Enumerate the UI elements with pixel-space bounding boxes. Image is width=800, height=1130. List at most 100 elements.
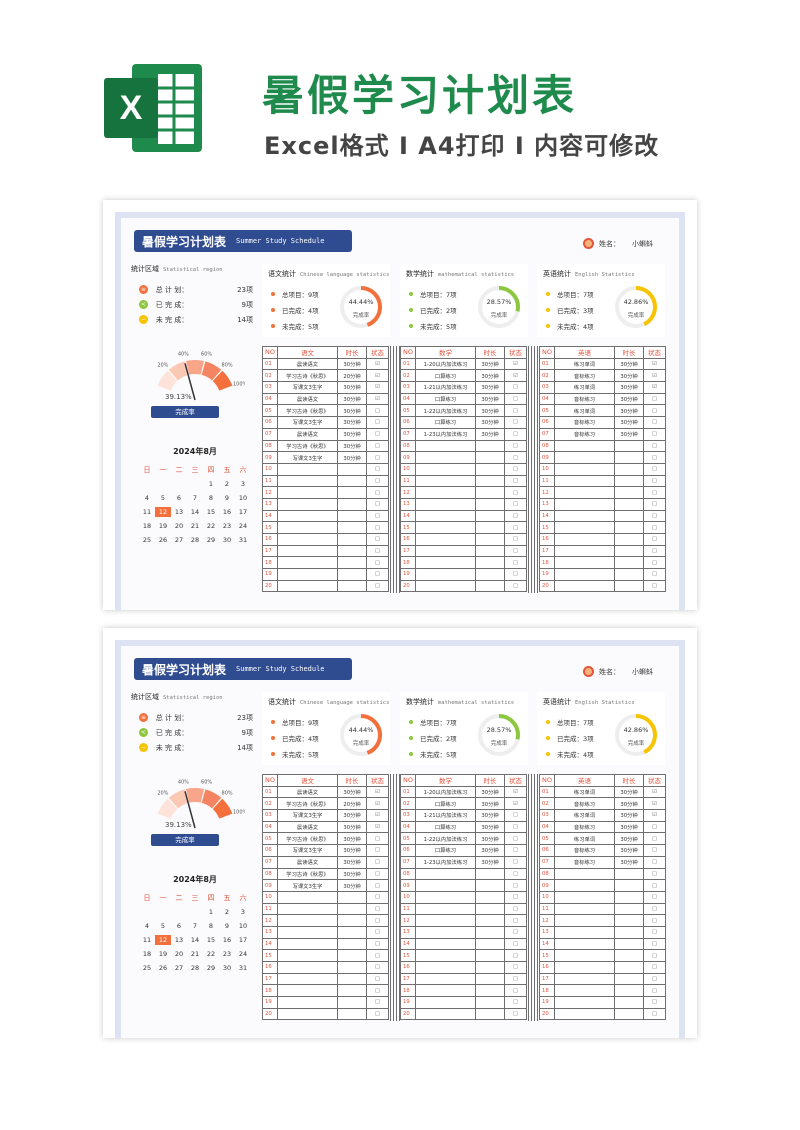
status-checkbox[interactable]: □ <box>504 427 527 441</box>
calendar-day[interactable]: 14 <box>190 936 200 944</box>
task-name[interactable] <box>554 972 615 986</box>
task-duration[interactable]: 30分钟 <box>614 404 644 418</box>
status-checkbox[interactable]: ☑ <box>366 809 389 822</box>
task-name[interactable] <box>554 521 615 534</box>
task-duration[interactable] <box>614 996 644 1009</box>
task-duration[interactable] <box>614 579 644 593</box>
status-checkbox[interactable]: □ <box>643 961 666 974</box>
task-duration[interactable] <box>475 867 505 881</box>
task-name[interactable] <box>277 544 338 558</box>
task-name[interactable] <box>277 497 338 511</box>
calendar-day[interactable]: 19 <box>158 950 168 958</box>
status-checkbox[interactable]: □ <box>504 890 527 904</box>
task-name[interactable]: 1-21以内加法练习 <box>415 809 476 822</box>
task-duration[interactable]: 30分钟 <box>337 867 367 881</box>
task-name[interactable]: 音标练习 <box>554 427 615 441</box>
calendar-day[interactable]: 16 <box>222 936 232 944</box>
calendar-day[interactable]: 3 <box>240 908 246 916</box>
status-checkbox[interactable]: □ <box>504 451 527 464</box>
task-duration[interactable] <box>337 579 367 593</box>
status-checkbox[interactable]: □ <box>504 949 527 962</box>
task-name[interactable] <box>415 579 476 593</box>
task-name[interactable]: 写课文3生字 <box>277 809 338 822</box>
status-checkbox[interactable]: □ <box>643 832 666 846</box>
status-checkbox[interactable]: ☑ <box>366 357 389 371</box>
task-name[interactable] <box>554 1007 615 1021</box>
status-checkbox[interactable]: □ <box>504 486 527 499</box>
task-duration[interactable] <box>337 568 367 581</box>
status-checkbox[interactable]: □ <box>504 832 527 846</box>
task-name[interactable] <box>415 568 476 581</box>
calendar-day[interactable]: 12 <box>155 935 171 945</box>
task-name[interactable] <box>554 568 615 581</box>
calendar-day[interactable]: 24 <box>238 522 248 530</box>
task-duration[interactable] <box>337 556 367 570</box>
status-checkbox[interactable]: ☑ <box>366 820 389 834</box>
status-checkbox[interactable]: □ <box>366 832 389 846</box>
task-name[interactable]: 学习古诗《秋思》 <box>277 439 338 453</box>
calendar-day[interactable]: 9 <box>224 494 230 502</box>
status-checkbox[interactable]: □ <box>643 462 666 476</box>
status-checkbox[interactable]: □ <box>366 427 389 441</box>
task-duration[interactable] <box>475 486 505 499</box>
task-duration[interactable] <box>337 961 367 974</box>
task-name[interactable]: 口算练习 <box>415 797 476 811</box>
task-duration[interactable] <box>614 521 644 534</box>
status-checkbox[interactable]: □ <box>643 568 666 581</box>
task-duration[interactable] <box>337 984 367 998</box>
task-name[interactable]: 写课文3生字 <box>277 381 338 394</box>
status-checkbox[interactable]: □ <box>366 961 389 974</box>
task-duration[interactable] <box>475 961 505 974</box>
task-name[interactable] <box>415 867 476 881</box>
calendar-day[interactable]: 2 <box>224 908 230 916</box>
status-checkbox[interactable]: □ <box>504 533 527 546</box>
task-name[interactable]: 晨读语文 <box>277 357 338 371</box>
status-checkbox[interactable]: □ <box>366 855 389 869</box>
task-duration[interactable] <box>475 474 505 488</box>
status-checkbox[interactable]: □ <box>643 984 666 998</box>
task-duration[interactable] <box>337 1007 367 1021</box>
status-checkbox[interactable]: □ <box>366 474 389 488</box>
calendar-day[interactable]: 31 <box>238 964 248 972</box>
task-duration[interactable]: 30分钟 <box>337 404 367 418</box>
task-duration[interactable]: 30分钟 <box>614 797 644 811</box>
task-duration[interactable] <box>614 533 644 546</box>
status-checkbox[interactable]: □ <box>366 914 389 927</box>
status-checkbox[interactable]: □ <box>643 820 666 834</box>
task-duration[interactable]: 30分钟 <box>337 381 367 394</box>
task-duration[interactable]: 30分钟 <box>475 369 505 383</box>
status-checkbox[interactable]: □ <box>643 902 666 916</box>
task-duration[interactable]: 30分钟 <box>337 844 367 857</box>
user-name[interactable]: 小蝌蚪 <box>632 239 653 248</box>
task-duration[interactable]: 30分钟 <box>475 357 505 371</box>
task-duration[interactable] <box>614 984 644 998</box>
task-duration[interactable] <box>614 486 644 499</box>
status-checkbox[interactable]: □ <box>366 486 389 499</box>
task-duration[interactable] <box>614 497 644 511</box>
task-duration[interactable]: 30分钟 <box>475 844 505 857</box>
task-duration[interactable] <box>337 902 367 916</box>
status-checkbox[interactable]: □ <box>643 392 666 406</box>
task-duration[interactable] <box>614 925 644 939</box>
status-checkbox[interactable]: ☑ <box>504 797 527 811</box>
calendar-day[interactable]: 29 <box>206 964 216 972</box>
task-name[interactable]: 学习古诗《秋思》 <box>277 404 338 418</box>
task-duration[interactable] <box>475 579 505 593</box>
status-checkbox[interactable]: □ <box>643 879 666 892</box>
task-duration[interactable]: 30分钟 <box>475 416 505 429</box>
status-checkbox[interactable]: □ <box>366 937 389 951</box>
task-duration[interactable]: 30分钟 <box>337 392 367 406</box>
calendar-day[interactable]: 13 <box>174 936 184 944</box>
status-checkbox[interactable]: □ <box>366 972 389 986</box>
task-name[interactable] <box>554 451 615 464</box>
task-name[interactable]: 音标练习 <box>554 416 615 429</box>
calendar-day[interactable]: 24 <box>238 950 248 958</box>
status-checkbox[interactable]: □ <box>504 568 527 581</box>
status-checkbox[interactable]: □ <box>504 521 527 534</box>
task-name[interactable] <box>277 568 338 581</box>
task-name[interactable] <box>554 925 615 939</box>
task-name[interactable] <box>554 879 615 892</box>
status-checkbox[interactable]: □ <box>643 949 666 962</box>
status-checkbox[interactable]: ☑ <box>366 392 389 406</box>
status-checkbox[interactable]: □ <box>643 509 666 523</box>
